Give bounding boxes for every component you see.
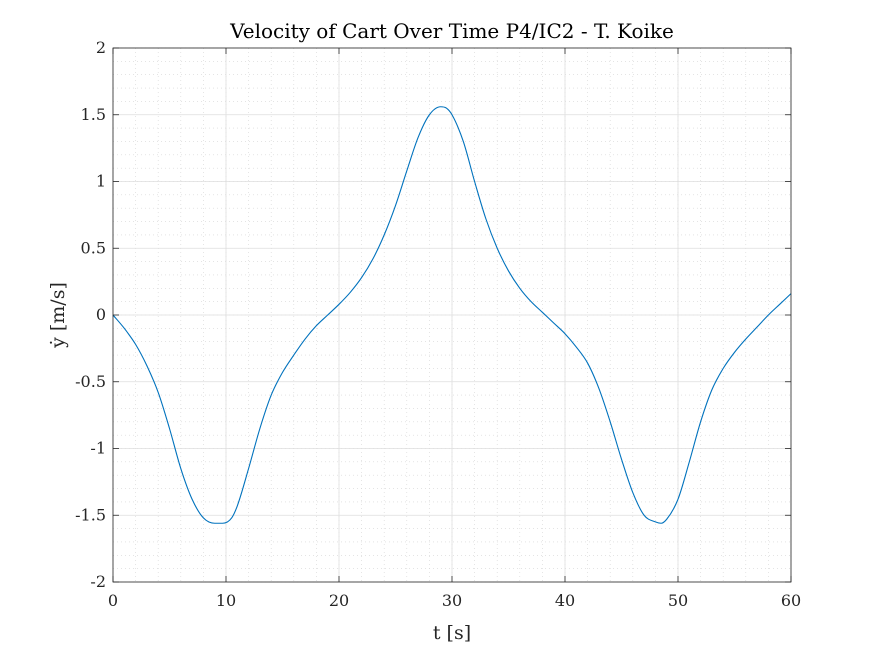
- y-tick-label: -2: [90, 572, 106, 591]
- y-tick-label: -1.5: [75, 505, 106, 524]
- x-tick-label: 20: [329, 591, 349, 610]
- x-tick-label: 60: [781, 591, 801, 610]
- y-tick-label: 0.5: [81, 238, 106, 257]
- y-tick-label: 2: [96, 38, 106, 57]
- x-tick-label: 50: [668, 591, 688, 610]
- x-tick-label: 0: [108, 591, 118, 610]
- y-tick-label: 1.5: [81, 105, 106, 124]
- velocity-series-line: [112, 106, 792, 524]
- x-tick-labels: 0 10 20 30 40 50 60: [108, 591, 801, 610]
- y-tick-labels: 2 1.5 1 0.5 0 -0.5 -1 -1.5 -2: [75, 38, 106, 591]
- y-axis-label: ẏ [m/s]: [47, 282, 69, 349]
- x-axis-label: t [s]: [433, 622, 471, 644]
- y-tick-label: -1: [90, 439, 106, 458]
- axis-ticks: [112, 47, 792, 583]
- y-tick-label: -0.5: [75, 372, 106, 391]
- x-tick-label: 10: [216, 591, 236, 610]
- x-tick-label: 30: [442, 591, 462, 610]
- y-tick-label: 0: [96, 305, 106, 324]
- chart-title: Velocity of Cart Over Time P4/IC2 - T. K…: [229, 19, 674, 43]
- x-tick-label: 40: [555, 591, 575, 610]
- y-tick-label: 1: [96, 172, 106, 191]
